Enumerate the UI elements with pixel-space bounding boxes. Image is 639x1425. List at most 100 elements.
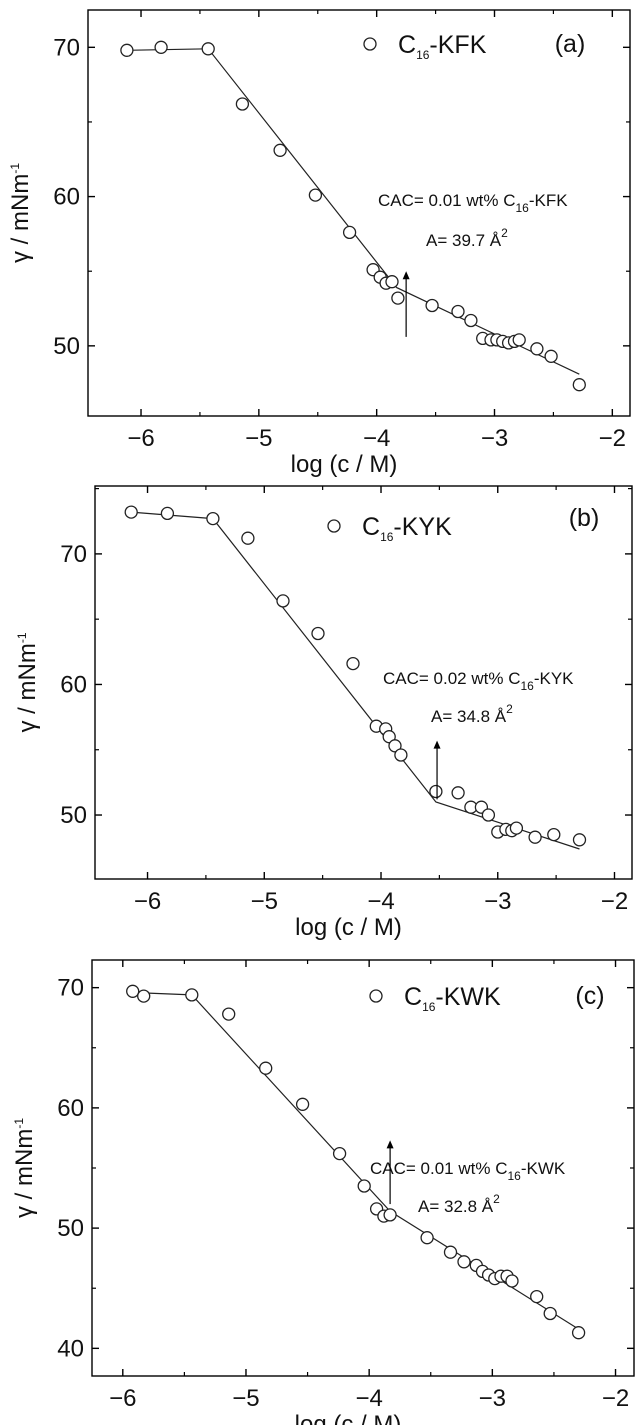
panel-b: −6 −5 −4 −3 −2 50 60 70 log (c / M) γ / mNm-1 C16-… bbox=[14, 485, 633, 941]
y-axis-title: γ / mNm-1 bbox=[11, 1118, 38, 1218]
cac-arrow-head bbox=[402, 271, 410, 280]
area-annotation: A= 32.8 Å2 bbox=[418, 1192, 500, 1216]
data-point bbox=[241, 531, 255, 545]
data-point bbox=[512, 333, 526, 347]
data-point bbox=[457, 1255, 471, 1269]
x-tick-label: −2 bbox=[601, 888, 628, 915]
legend-label: C16-KYK bbox=[362, 513, 452, 544]
data-point bbox=[332, 1146, 347, 1161]
data-point bbox=[530, 1289, 544, 1304]
y-tick-label: 50 bbox=[57, 1215, 84, 1242]
data-point bbox=[383, 1208, 397, 1222]
legend-marker bbox=[363, 37, 377, 51]
data-point bbox=[222, 1007, 236, 1021]
x-axis-title: log (c / M) bbox=[291, 451, 398, 478]
x-tick-label: −3 bbox=[481, 425, 508, 452]
panel-label: (a) bbox=[555, 30, 586, 58]
cac-annotation: CAC= 0.02 wt% C16-KYK bbox=[383, 669, 574, 693]
y-axis-title: γ / mNm-1 bbox=[7, 163, 34, 263]
data-point bbox=[160, 506, 175, 521]
x-axis-title: log (c / M) bbox=[295, 914, 402, 941]
data-point bbox=[346, 656, 360, 671]
x-axis-title: log (c / M) bbox=[295, 1411, 402, 1425]
y-tick-label: 70 bbox=[60, 541, 87, 568]
data-point bbox=[342, 225, 357, 240]
x-tick-label: −5 bbox=[251, 888, 278, 915]
cac-annotation: CAC= 0.01 wt% C16-KWK bbox=[370, 1159, 566, 1183]
area-annotation: A= 34.8 Å2 bbox=[431, 702, 513, 726]
data-point bbox=[572, 378, 586, 392]
data-point bbox=[528, 830, 542, 844]
cac-annotation: CAC= 0.01 wt% C16-KFK bbox=[378, 191, 568, 215]
data-point bbox=[120, 43, 134, 57]
x-tick-label: −3 bbox=[484, 888, 511, 915]
data-point bbox=[185, 988, 199, 1002]
panel-label: (c) bbox=[575, 982, 604, 1010]
y-axis-title: γ / mNm-1 bbox=[14, 632, 41, 732]
data-point bbox=[206, 511, 220, 526]
legend-label: C16-KFK bbox=[398, 31, 487, 62]
y-tick-label: 50 bbox=[60, 802, 87, 829]
x-tick-label: −6 bbox=[134, 888, 161, 915]
data-point bbox=[201, 42, 215, 56]
data-point bbox=[385, 275, 399, 289]
x-tick-label: −4 bbox=[355, 1385, 382, 1412]
data-point bbox=[420, 1231, 434, 1245]
data-point bbox=[451, 304, 465, 319]
axes-frame bbox=[94, 485, 633, 880]
data-point bbox=[505, 1274, 519, 1288]
data-point bbox=[464, 313, 478, 328]
data-point bbox=[543, 1306, 557, 1321]
data-point bbox=[425, 298, 439, 313]
y-tick-label: 60 bbox=[57, 1095, 84, 1122]
y-tick-label: 50 bbox=[53, 333, 80, 360]
y-tick-label: 70 bbox=[57, 975, 84, 1002]
data-point bbox=[357, 1179, 371, 1193]
x-tick-label: −5 bbox=[232, 1385, 259, 1412]
panel-a: −6 −5 −4 −3 −2 50 60 70 log (c / M) γ / mNm-1 C16-… bbox=[7, 9, 631, 478]
data-point bbox=[530, 342, 544, 356]
x-tick-label: −4 bbox=[363, 425, 390, 452]
x-tick-label: −6 bbox=[109, 1385, 136, 1412]
area-annotation: A= 39.7 Å2 bbox=[426, 226, 508, 250]
data-point bbox=[571, 1326, 586, 1340]
data-point bbox=[429, 784, 443, 799]
data-point bbox=[273, 143, 287, 157]
axes-frame bbox=[87, 9, 631, 417]
y-tick-label: 70 bbox=[53, 34, 80, 61]
x-tick-label: −3 bbox=[479, 1385, 506, 1412]
data-point bbox=[547, 827, 561, 842]
panel-c: −6 −5 −4 −3 −2 40 50 60 70 log (c / M) γ / mNm-1 C1… bbox=[11, 959, 635, 1425]
fit-line bbox=[126, 48, 580, 375]
data-point bbox=[154, 40, 168, 54]
data-point bbox=[126, 984, 140, 998]
data-point bbox=[391, 291, 405, 305]
y-tick-label: 60 bbox=[60, 671, 87, 698]
data-point bbox=[259, 1061, 273, 1075]
data-point bbox=[311, 626, 325, 641]
data-point bbox=[295, 1097, 310, 1111]
cac-arrow-head bbox=[433, 740, 441, 749]
x-tick-label: −2 bbox=[602, 1385, 629, 1412]
y-tick-label: 60 bbox=[53, 184, 80, 211]
data-point bbox=[124, 505, 138, 519]
cac-arrow-head bbox=[386, 1140, 394, 1149]
x-tick-label: −5 bbox=[245, 425, 272, 452]
legend-marker bbox=[327, 519, 341, 533]
data-point bbox=[509, 821, 524, 835]
data-point bbox=[276, 594, 290, 608]
data-point bbox=[235, 97, 250, 111]
x-tick-label: −6 bbox=[127, 425, 154, 452]
x-tick-label: −4 bbox=[367, 888, 394, 915]
data-point bbox=[137, 989, 151, 1003]
x-tick-label: −2 bbox=[599, 425, 626, 452]
legend-label: C16-KWK bbox=[404, 983, 501, 1014]
panel-label: (b) bbox=[569, 504, 600, 532]
data-point bbox=[544, 349, 558, 363]
data-point bbox=[388, 739, 402, 753]
data-point bbox=[451, 786, 465, 800]
data-point bbox=[394, 748, 408, 762]
y-tick-label: 40 bbox=[57, 1335, 84, 1362]
data-point bbox=[481, 808, 496, 822]
